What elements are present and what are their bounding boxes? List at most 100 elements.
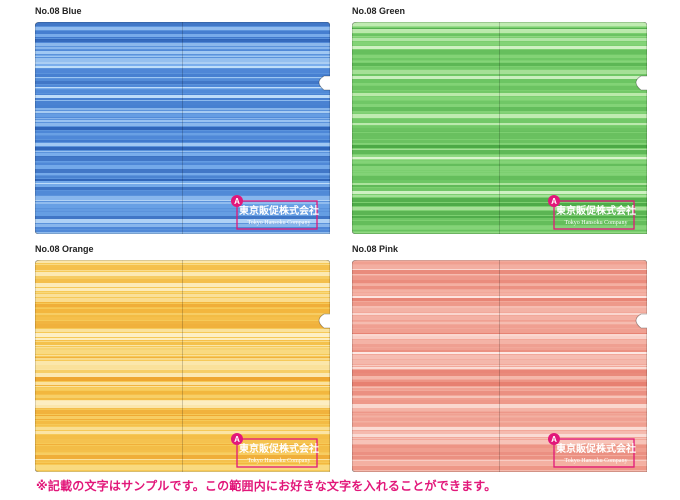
folder-stripe (35, 298, 330, 302)
folder-stripe (352, 23, 647, 26)
folder-stripe (35, 347, 330, 348)
folder-stripe (35, 260, 330, 263)
folder-stripe (352, 104, 647, 107)
folder-outline (352, 22, 647, 234)
folder-stripe (35, 117, 330, 118)
folder-stripe (352, 286, 647, 289)
folder-stripe (352, 29, 647, 31)
folder-stripe (35, 313, 330, 315)
folder-stripe (352, 226, 647, 229)
logo-company-name: 東京販促株式会社 (239, 204, 319, 217)
folder-stripe (352, 296, 647, 298)
folder-stripe (35, 382, 330, 385)
folder-stripe (35, 161, 330, 162)
folder-stripe (35, 100, 330, 101)
folder-stripe (35, 62, 330, 64)
logo-frame (553, 438, 635, 468)
folder-stripe (352, 198, 647, 200)
folder-stripe (35, 369, 330, 370)
folder-stripe (35, 463, 330, 464)
folder-stripe (352, 203, 647, 206)
folder-stripe (352, 26, 647, 27)
folder-stripe (35, 415, 330, 416)
folder-stripe (35, 283, 330, 287)
folder-stripe (35, 173, 330, 175)
folder-stripe (352, 76, 647, 79)
folder-stripe (35, 439, 330, 443)
folder-stripe (352, 97, 647, 100)
folder-stripe (35, 74, 330, 77)
folder-stripe (352, 396, 647, 398)
folder-stripe (352, 412, 647, 413)
folder-stripe (35, 395, 330, 398)
folder-stripe (352, 183, 647, 185)
folder-stripe (35, 276, 330, 279)
folder-stripe (352, 123, 647, 125)
folder-stripe (35, 133, 330, 135)
logo-badge-letter: A (551, 435, 557, 444)
logo-company-name: 東京販促株式会社 (556, 442, 636, 455)
folder-stripe (35, 267, 330, 270)
folder-stripe (35, 398, 330, 400)
folder-stripe (35, 153, 330, 156)
folder-stripe (352, 336, 647, 339)
folder-stripe (352, 42, 647, 45)
folder-stripe (35, 471, 330, 472)
folder-stripe (352, 274, 647, 275)
folder-stripe (35, 147, 330, 150)
folder-stripe (352, 265, 647, 269)
folder-stripe (352, 145, 647, 148)
folder-stripe (35, 302, 330, 303)
folder-image: A 東京販促株式会社 Tokyo Hansoku Company (352, 22, 647, 234)
folder-stripe (35, 216, 330, 219)
folder-stripe (352, 359, 647, 360)
folder-stripe (35, 165, 330, 169)
folder-stripe (352, 434, 647, 437)
folder-stripe (35, 127, 330, 130)
logo-company-subtitle: Tokyo Hansoku Company (248, 458, 311, 464)
folder-stripe (35, 181, 330, 183)
folder-stripe (35, 307, 330, 308)
folder-stripe (35, 421, 330, 424)
folder-stripe (352, 232, 647, 233)
folder-stripe (35, 265, 330, 267)
folder-stripe (35, 77, 330, 78)
folder-stripe (35, 209, 330, 211)
folder-stripe (35, 114, 330, 117)
folder-stripe (35, 120, 330, 122)
folder-stripe (35, 90, 330, 93)
folder-stripe (35, 230, 330, 232)
folder-stripe (35, 143, 330, 146)
logo-badge-letter: A (234, 197, 240, 206)
folder-stripe (352, 136, 647, 139)
folder-stripe (35, 224, 330, 227)
panel-label: No.08 Pink (352, 244, 399, 254)
panel-label: No.08 Orange (35, 244, 94, 254)
folder-stripe (35, 370, 330, 373)
folder-stripe (35, 321, 330, 324)
folder-outline (35, 260, 330, 472)
folder-stripe (352, 79, 647, 83)
folder-stripe (352, 22, 647, 23)
folder-stripe (35, 37, 330, 38)
folder-stripe (352, 388, 647, 390)
folder-stripe (35, 42, 330, 43)
folder-stripe (35, 294, 330, 297)
logo-company-subtitle: Tokyo Hansoku Company (565, 458, 628, 464)
folder-stripe (352, 306, 647, 308)
folder-stripe (35, 333, 330, 337)
folder-stripe (35, 345, 330, 346)
folder-stripe (352, 46, 647, 49)
folder-stripe (35, 118, 330, 119)
folder-stripe (352, 28, 647, 29)
folder-stripe (35, 338, 330, 340)
logo-company-subtitle: Tokyo Hansoku Company (565, 220, 628, 226)
folder-stripe (352, 456, 647, 459)
panel-pink: No.08 Pink A 東京販促株式会社 Tokyo Hansoku Compan… (352, 244, 652, 476)
folder-stripe (352, 440, 647, 444)
folder-stripe (352, 164, 647, 166)
folder-stripe (35, 157, 330, 161)
folder-stripe (35, 31, 330, 34)
